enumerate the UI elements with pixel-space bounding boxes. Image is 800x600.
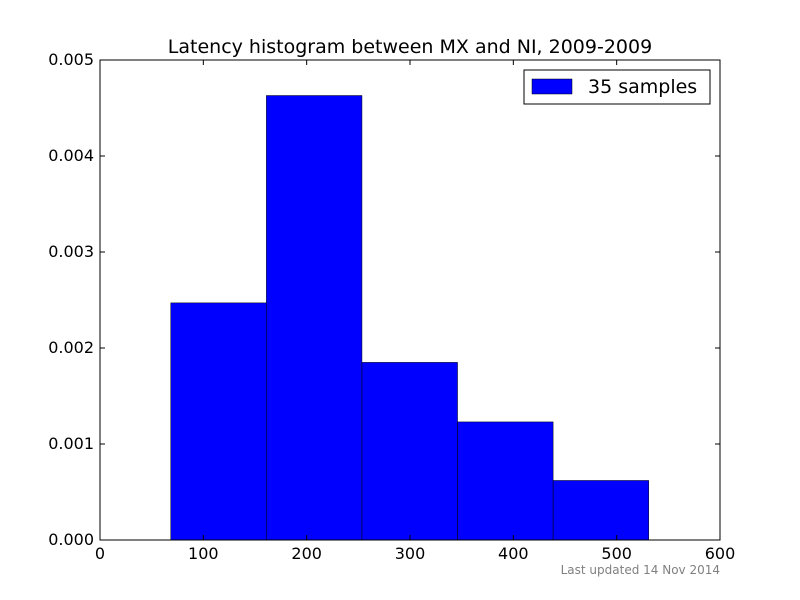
- bars-group: [170, 95, 649, 541]
- histogram-bar-1: [170, 302, 267, 541]
- legend: 35 samples: [523, 69, 711, 105]
- y-tick-label-3: 0.003: [48, 242, 94, 261]
- x-tick-label-6: 600: [705, 544, 736, 563]
- x-tick-label-3: 300: [395, 544, 426, 563]
- legend-swatch: [531, 78, 573, 95]
- x-tick-label-0: 0: [95, 544, 105, 563]
- x-tick-label-4: 400: [498, 544, 529, 563]
- chart-title: Latency histogram between MX and NI, 200…: [168, 36, 652, 58]
- y-tick-label-1: 0.001: [48, 434, 94, 453]
- y-tick-label-0: 0.000: [48, 530, 94, 549]
- histogram-bar-2: [266, 95, 363, 541]
- histogram-bar-5: [552, 480, 649, 541]
- x-tick-label-5: 500: [601, 544, 632, 563]
- x-tick-label-1: 100: [188, 544, 219, 563]
- y-tick-label-2: 0.002: [48, 338, 94, 357]
- legend-label: 35 samples: [588, 76, 697, 98]
- histogram-bar-3: [361, 362, 458, 541]
- last-updated-note: Last updated 14 Nov 2014: [561, 563, 720, 577]
- x-tick-label-2: 200: [291, 544, 322, 563]
- y-tick-label-5: 0.005: [48, 50, 94, 69]
- histogram-bar-4: [457, 421, 554, 541]
- ticks-group: 0 100 200 300 400 500 600 0.000 0.001 0.002 0.003 0…: [48, 50, 735, 563]
- y-tick-label-4: 0.004: [48, 146, 94, 165]
